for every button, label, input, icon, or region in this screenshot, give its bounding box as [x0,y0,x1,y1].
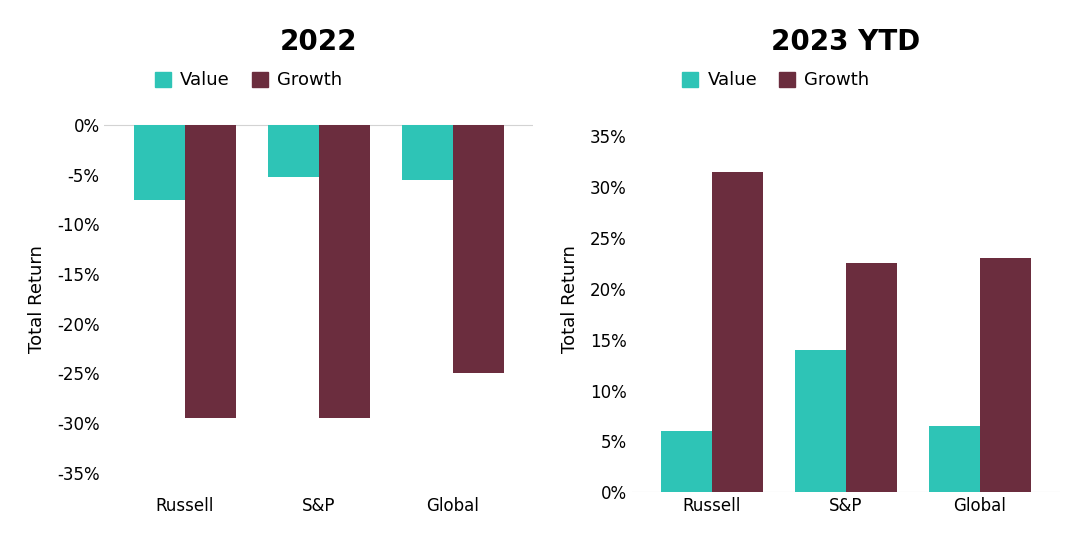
Y-axis label: Total Return: Total Return [28,245,46,353]
Bar [401,125,453,180]
Bar [662,431,712,493]
Y-axis label: Total Return: Total Return [560,245,579,353]
Bar [980,258,1030,493]
Legend: Value, Growth: Value, Growth [148,64,349,97]
Bar [712,172,763,493]
Title: 2022: 2022 [280,28,358,56]
Bar [268,125,319,177]
Title: 2023 YTD: 2023 YTD [771,28,920,56]
Bar [453,125,504,373]
Bar [185,125,236,418]
Bar [845,263,897,493]
Legend: Value, Growth: Value, Growth [675,64,877,97]
Bar [134,125,185,200]
Bar [795,350,845,493]
Bar [319,125,370,418]
Bar [929,426,980,493]
